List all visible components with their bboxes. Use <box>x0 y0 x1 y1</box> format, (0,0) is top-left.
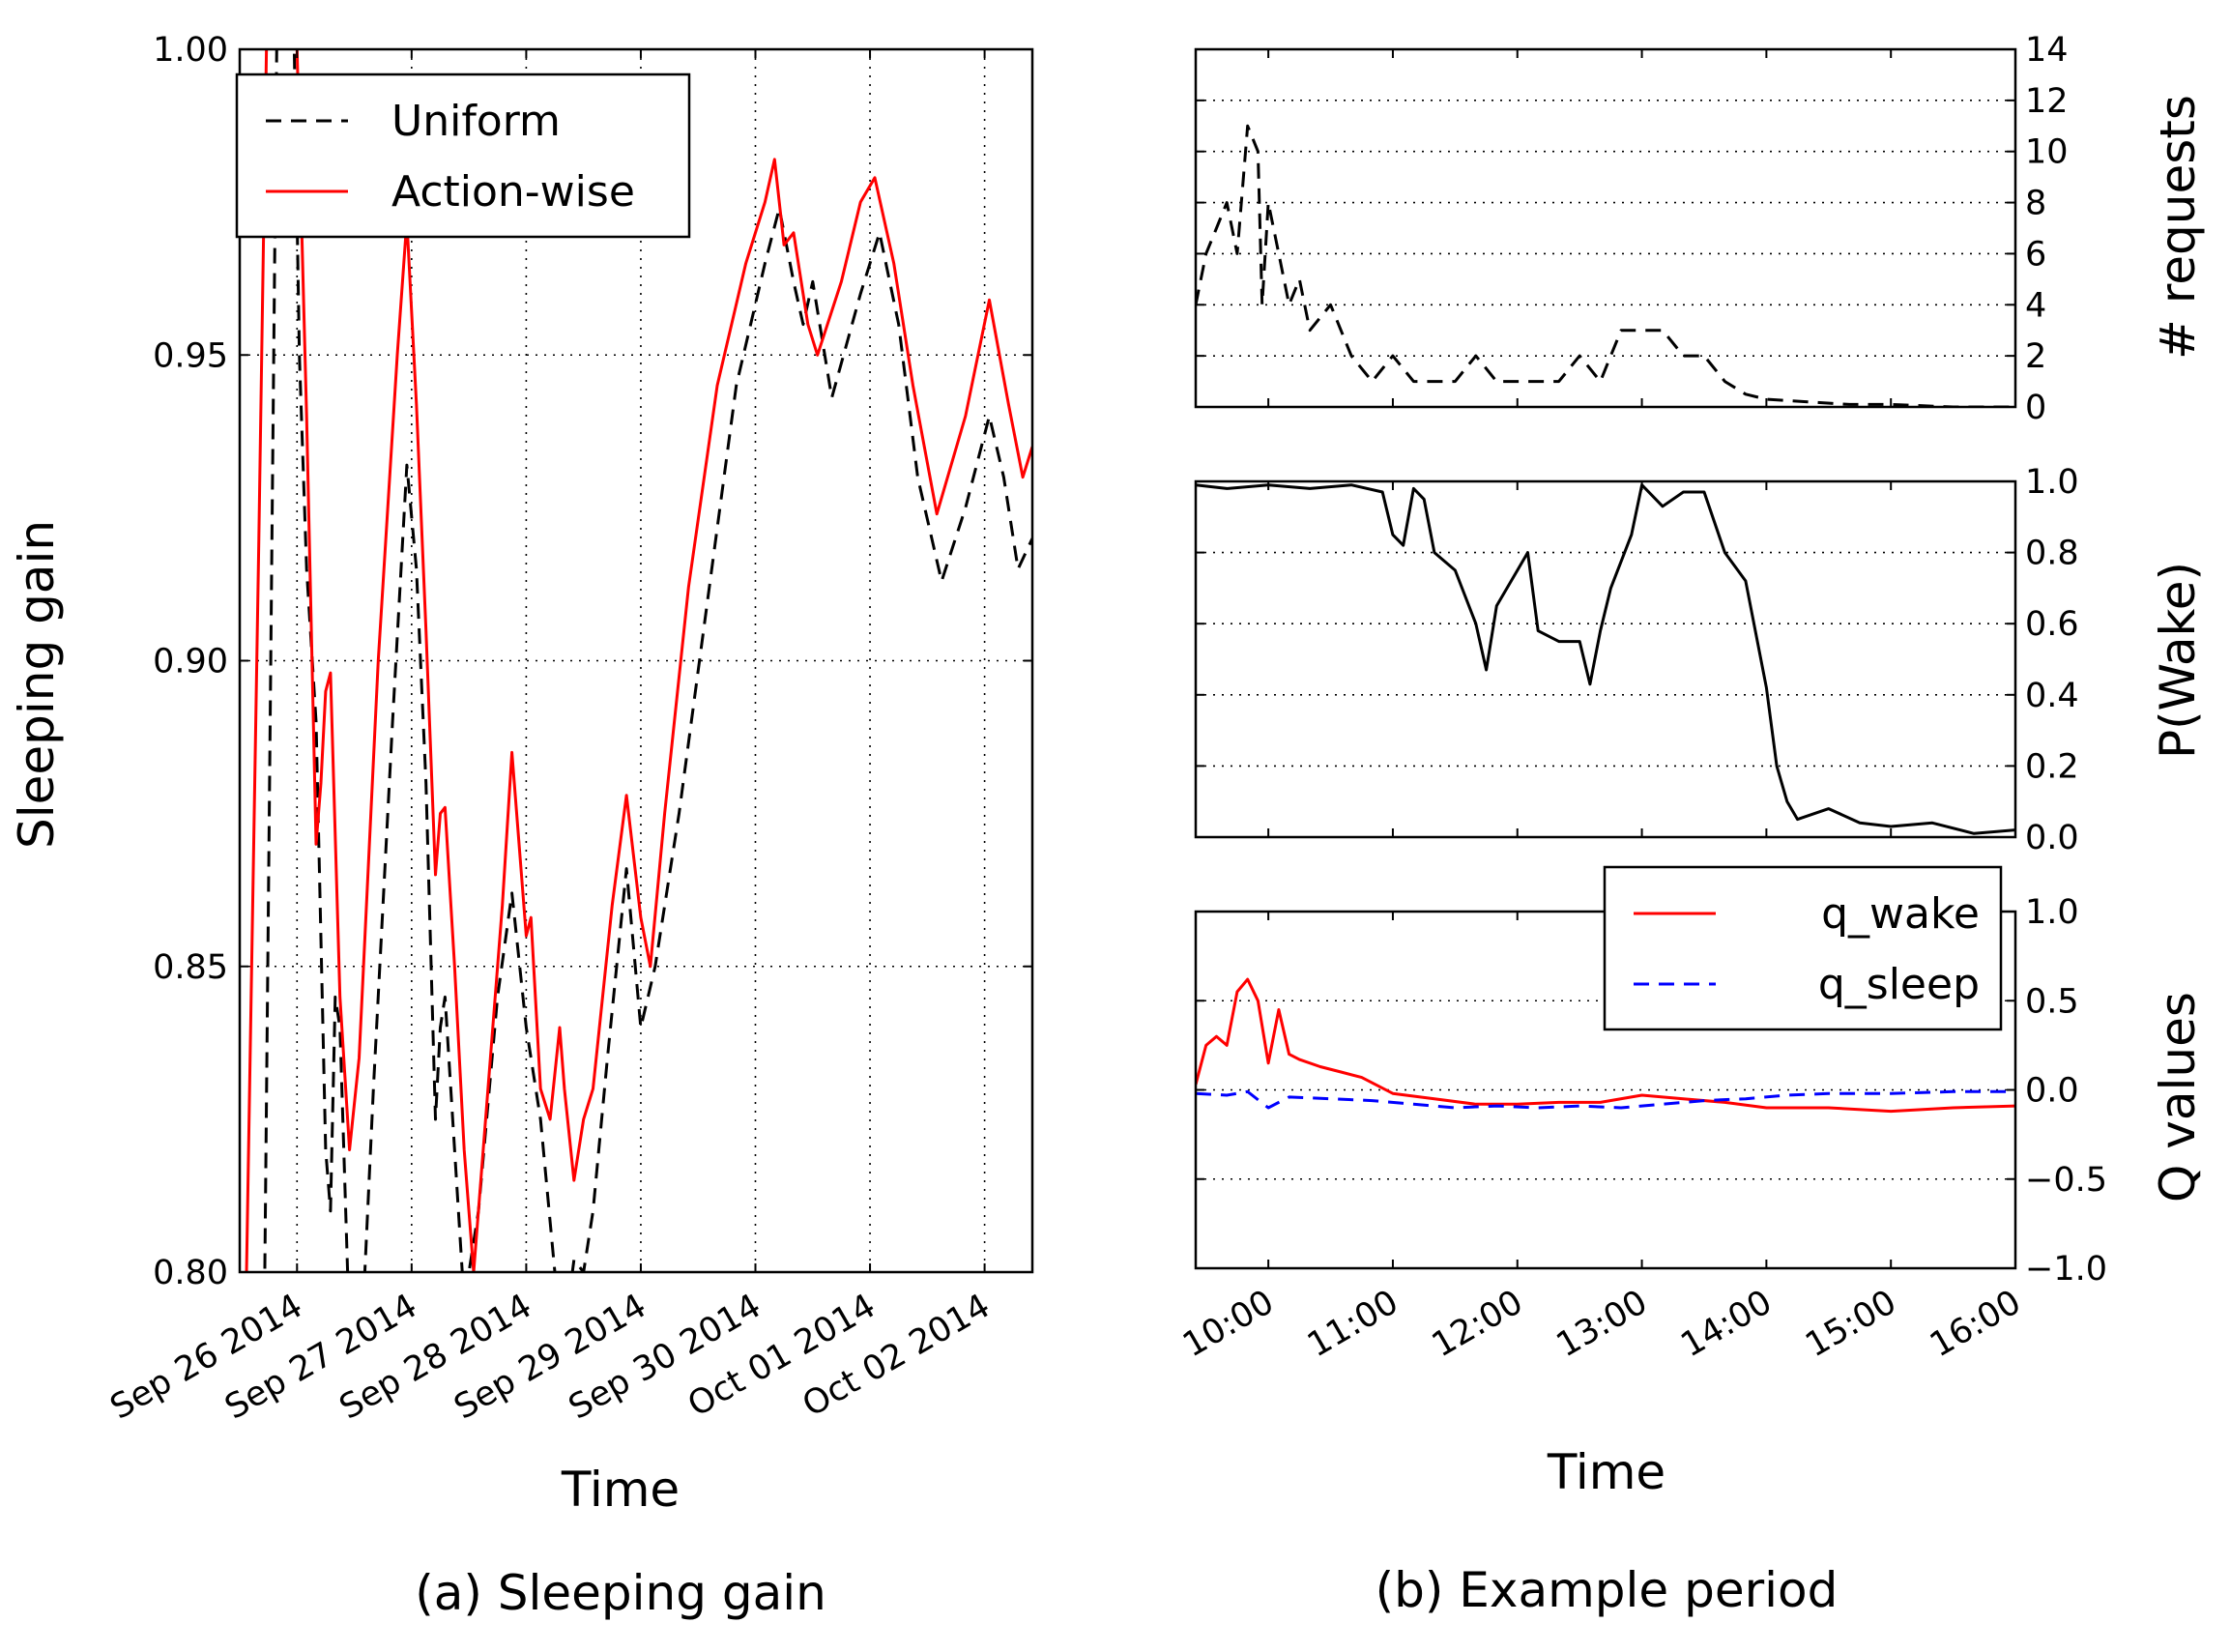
pwake-ytick-0-4: 0.4 <box>2025 677 2079 715</box>
panel-a-xlabel: Time <box>561 1462 680 1518</box>
qvalues-xtick-16-00: 16:00 <box>1924 1283 2027 1365</box>
legend-panel-a: Uniform Action-wise <box>235 72 691 239</box>
qvalues-xtick-14-00: 14:00 <box>1675 1283 1779 1365</box>
gridlines-layer <box>240 49 2015 1272</box>
panel-a-axes-frame <box>238 47 1034 1274</box>
panel-a-ylabel: Sleeping gain <box>9 520 65 849</box>
qvalues-ylabel: Q values <box>2150 992 2206 1203</box>
pwake-ytick-0-2: 0.2 <box>2025 747 2079 786</box>
pwake-series-line-0 <box>1196 483 2015 835</box>
pwake-ytick-0-0: 0.0 <box>2025 819 2079 857</box>
legend-label-q-wake: q_wake <box>1821 889 1980 939</box>
legend-label-action-wise: Action-wise <box>391 167 635 217</box>
qvalues-ytick-0-0: 0.0 <box>2025 1072 2079 1111</box>
qvalues-xtick-13-00: 13:00 <box>1550 1283 1654 1365</box>
requests-ytick-10: 10 <box>2025 133 2069 172</box>
qvalues-ytick-0-5: −0.5 <box>2025 1161 2107 1200</box>
qvalues-series-q-sleep <box>1196 1089 2015 1110</box>
panel-a-ytick-0-85: 0.85 <box>153 948 228 987</box>
pwake-ytick-0-6: 0.6 <box>2025 605 2079 644</box>
requests-ytick-2: 2 <box>2025 337 2046 376</box>
panel-b-caption: (b) Example period <box>1376 1562 1839 1618</box>
panel-a-series-action-wise <box>245 49 1032 1272</box>
panel-b-xlabel: Time <box>1547 1444 1665 1500</box>
panel-a-series-uniform <box>263 49 1032 1272</box>
panel-a-xtick-sep-28-2014: Sep 28 2014 <box>333 1287 538 1428</box>
qvalues-ytick-0-5: 0.5 <box>2025 982 2079 1021</box>
qvalues-xtick-15-00: 15:00 <box>1799 1283 1902 1365</box>
panel-a-xtick-sep-29-2014: Sep 29 2014 <box>448 1287 652 1428</box>
panel-a-caption: (a) Sleeping gain <box>415 1565 826 1621</box>
legend-box-panel-a <box>235 72 691 239</box>
legend-box-qvalues <box>1603 865 2003 1031</box>
requests-ytick-6: 6 <box>2025 235 2046 274</box>
panel-a-xtick-sep-26-2014: Sep 26 2014 <box>104 1287 309 1428</box>
panel-a-ytick-0-90: 0.90 <box>153 643 228 681</box>
legend-label-uniform: Uniform <box>391 97 561 146</box>
data-lines-layer <box>245 49 2015 1272</box>
qvalues-ytick-1-0: 1.0 <box>2025 893 2079 932</box>
legends-layer: Uniform Action-wise q_wake q_sleep <box>235 72 2003 1031</box>
qvalues-series-q-wake <box>1196 977 2015 1114</box>
qvalues-xtick-10-00: 10:00 <box>1176 1283 1280 1365</box>
pwake-ytick-0-8: 0.8 <box>2025 535 2079 573</box>
requests-ytick-14: 14 <box>2025 31 2069 70</box>
pwake-ylabel: P(Wake) <box>2150 562 2206 759</box>
panel-a-ytick-1-00: 1.00 <box>153 31 228 70</box>
qvalues-ytick-1-0: −1.0 <box>2025 1250 2107 1289</box>
legend-label-q-sleep: q_sleep <box>1818 960 1980 1009</box>
legend-qvalues: q_wake q_sleep <box>1603 865 2003 1031</box>
requests-ytick-8: 8 <box>2025 185 2046 223</box>
requests-ylabel: # requests <box>2150 95 2206 360</box>
qvalues-xtick-11-00: 11:00 <box>1301 1283 1405 1365</box>
requests-series-line-0 <box>1196 124 2015 407</box>
requests-ytick-0: 0 <box>2025 389 2046 427</box>
panel-a-xtick-sep-27-2014: Sep 27 2014 <box>218 1287 423 1428</box>
qvalues-xtick-12-00: 12:00 <box>1426 1283 1529 1365</box>
requests-ytick-4: 4 <box>2025 286 2046 325</box>
requests-axes-frame <box>1194 47 2017 409</box>
panel-a-xtick-sep-30-2014: Sep 30 2014 <box>563 1287 767 1428</box>
requests-ytick-12: 12 <box>2025 82 2069 121</box>
pwake-axes-frame <box>1194 479 2017 839</box>
panel-a-ytick-0-80: 0.80 <box>153 1254 228 1292</box>
pwake-ytick-1-0: 1.0 <box>2025 463 2079 502</box>
panel-a-ytick-0-95: 0.95 <box>153 336 228 375</box>
